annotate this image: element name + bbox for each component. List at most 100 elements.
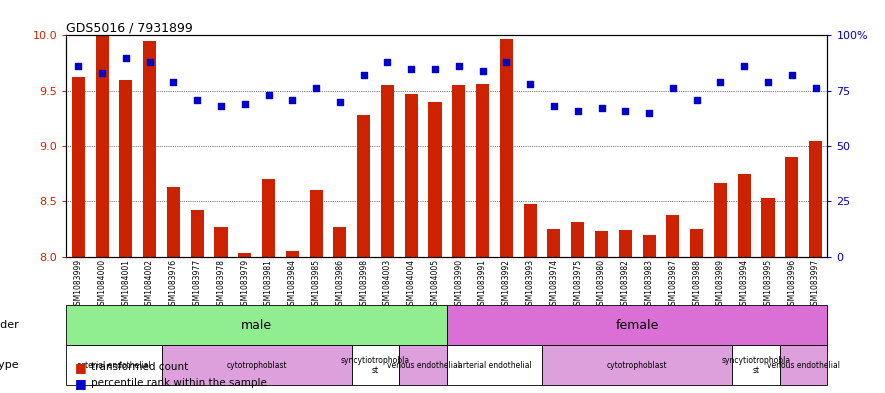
Text: GSM1084003: GSM1084003 [383,259,392,310]
Bar [66,345,161,385]
Bar [524,204,536,257]
Text: arterial endothelial: arterial endothelial [77,361,150,370]
Bar [452,85,466,257]
Text: GSM1083998: GSM1083998 [359,259,368,310]
Bar [476,84,489,257]
Text: GSM1083995: GSM1083995 [764,259,773,310]
Bar [447,345,543,385]
Bar [428,102,442,257]
Text: GSM1083997: GSM1083997 [811,259,820,310]
Bar [119,80,133,257]
Text: GSM1083983: GSM1083983 [644,259,654,310]
Bar [399,345,447,385]
Bar [780,345,827,385]
Point [333,99,347,105]
Bar [381,85,394,257]
Bar [500,39,513,257]
Text: GSM1084002: GSM1084002 [145,259,154,310]
Bar [352,345,399,385]
Point [95,70,109,76]
Point [809,85,823,92]
Bar [310,190,323,257]
Point [666,85,680,92]
Text: GSM1083981: GSM1083981 [264,259,273,310]
Text: GSM1083982: GSM1083982 [620,259,630,310]
Bar [738,174,750,257]
Bar [143,41,156,257]
Text: GSM1084000: GSM1084000 [97,259,106,310]
Bar [358,115,370,257]
Text: male: male [241,319,273,332]
Text: GSM1083987: GSM1083987 [668,259,677,310]
Bar [714,183,727,257]
Bar [404,94,418,257]
Point [619,108,633,114]
Point [261,92,275,98]
Point [428,65,442,72]
Text: cell type: cell type [0,360,19,370]
Text: venous endothelial: venous endothelial [767,361,840,370]
Bar [214,227,227,257]
Text: syncytiotrophobla
st: syncytiotrophobla st [341,356,410,375]
Point [761,79,775,85]
Point [499,59,513,65]
Point [523,81,537,87]
Text: GSM1083989: GSM1083989 [716,259,725,310]
Bar [666,215,680,257]
Bar [571,222,584,257]
Bar [643,235,656,257]
Bar [809,141,822,257]
Bar [72,77,85,257]
Bar [785,157,798,257]
Text: GSM1083985: GSM1083985 [312,259,320,310]
Point [285,96,299,103]
Bar [619,230,632,257]
Text: GSM1084004: GSM1084004 [407,259,416,310]
Point [404,65,419,72]
Bar [286,251,299,257]
Point [689,96,704,103]
Text: GSM1083988: GSM1083988 [692,259,701,310]
Point [737,63,751,70]
Text: GSM1083992: GSM1083992 [502,259,511,310]
Text: GSM1083977: GSM1083977 [193,259,202,310]
Bar [238,253,251,257]
Bar [334,227,346,257]
Text: syncytiotrophobla
st: syncytiotrophobla st [721,356,790,375]
Bar [447,305,827,345]
Bar [542,345,733,385]
Point [595,105,609,112]
Bar [690,229,704,257]
Text: GSM1083986: GSM1083986 [335,259,344,310]
Bar [262,179,275,257]
Text: percentile rank within the sample: percentile rank within the sample [91,378,267,388]
Text: gender: gender [0,320,19,331]
Point [71,63,85,70]
Point [166,79,181,85]
Text: female: female [615,319,659,332]
Bar [595,231,608,257]
Text: GSM1083991: GSM1083991 [478,259,487,310]
Text: GSM1083996: GSM1083996 [788,259,796,310]
Text: GSM1083984: GSM1083984 [288,259,296,310]
Bar [96,35,109,257]
Point [713,79,727,85]
Point [475,68,489,74]
Point [214,103,228,109]
Point [238,101,252,107]
Text: ■: ■ [75,361,87,374]
Text: GSM1083979: GSM1083979 [240,259,250,310]
Point [190,96,204,103]
Text: GSM1083980: GSM1083980 [597,259,606,310]
Bar [66,305,447,345]
Point [642,110,656,116]
Text: GSM1083994: GSM1083994 [740,259,749,310]
Point [547,103,561,109]
Point [785,72,799,78]
Text: ■: ■ [75,376,87,390]
Point [381,59,395,65]
Text: cytotrophoblast: cytotrophoblast [607,361,667,370]
Point [119,54,133,61]
Text: venous endothelial: venous endothelial [387,361,459,370]
Bar [167,187,180,257]
